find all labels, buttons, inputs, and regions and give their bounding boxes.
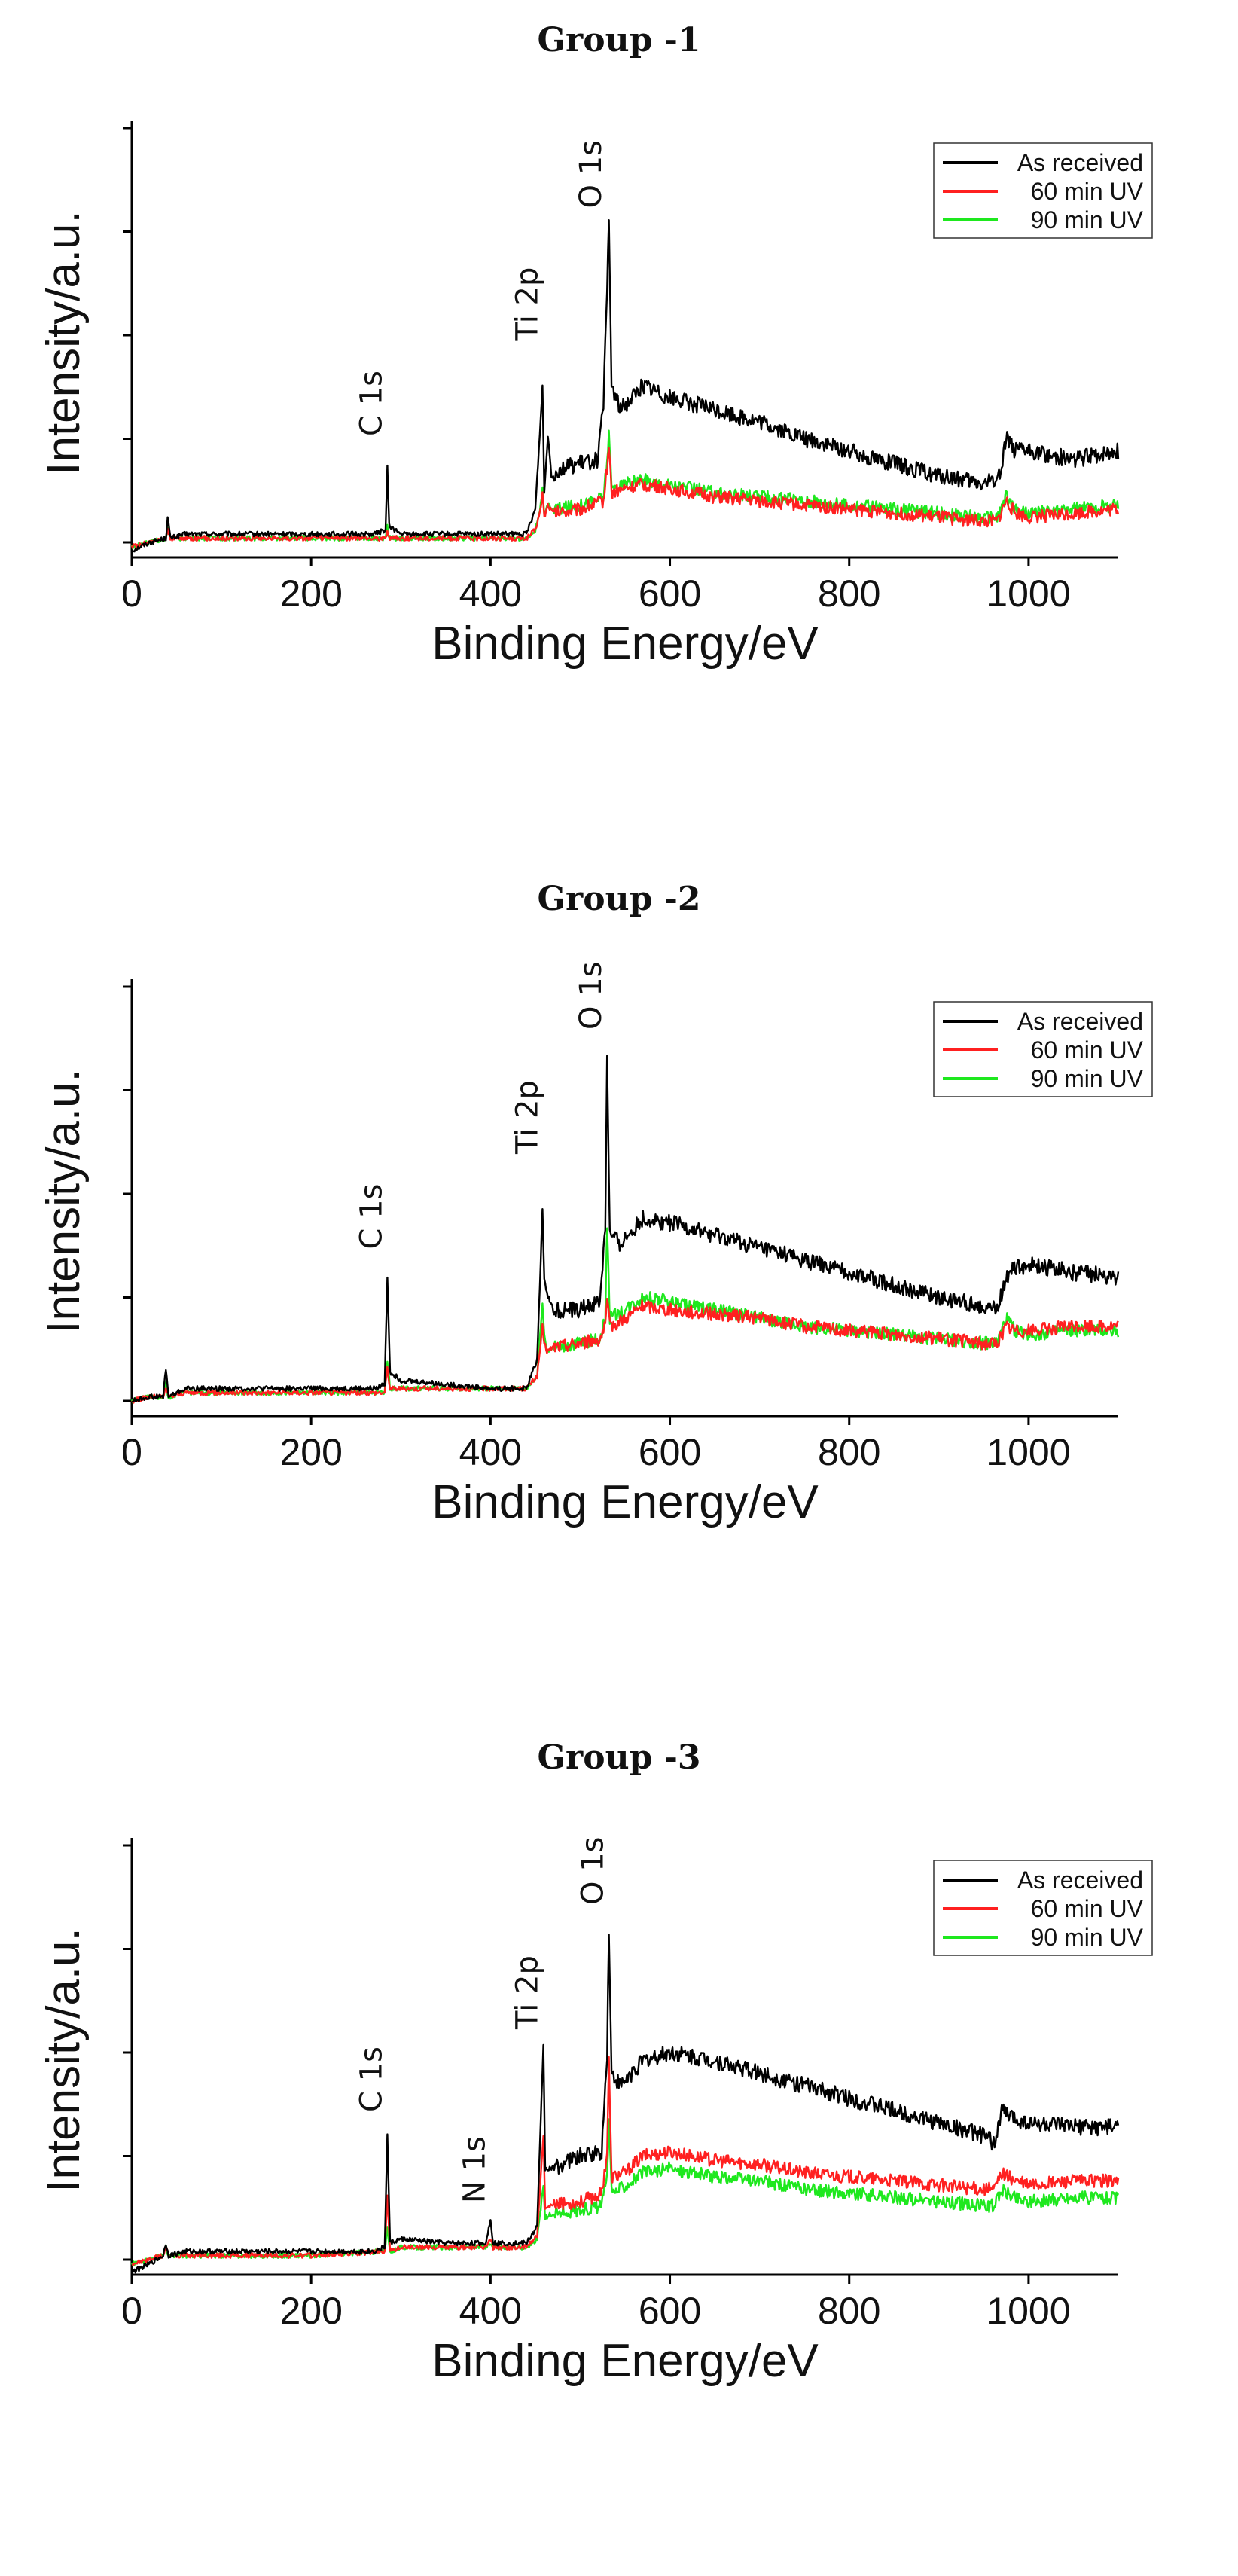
legend-label: As received — [1017, 1866, 1143, 1894]
series-line-as-received — [131, 219, 1120, 553]
legend-label: As received — [1017, 1008, 1143, 1035]
chart-title: Group -3 — [537, 1738, 701, 1777]
series-line-60-min-uv — [131, 1298, 1119, 1404]
x-tick-label: 400 — [459, 2290, 522, 2332]
x-axis-label: Binding Energy/eV — [431, 618, 819, 670]
peak-annotation: O 1s — [576, 1837, 611, 1906]
peak-annotation: Ti 2p — [511, 267, 545, 342]
peak-annotation: O 1s — [574, 140, 608, 209]
x-tick-label: 600 — [639, 1431, 701, 1473]
peak-annotation: C 1s — [354, 371, 389, 436]
series-line-60-min-uv — [131, 2056, 1120, 2266]
chart-panel-group-3: Group -3 0 200 400 600 800 1000 Binding Energy… — [0, 1717, 1238, 2576]
peak-annotation: N 1s — [457, 2136, 492, 2203]
y-axis-label: Intensity/a.u. — [38, 1069, 90, 1334]
x-axis-label: Binding Energy/eV — [431, 2335, 819, 2387]
series-line-60-min-uv — [130, 447, 1120, 549]
x-tick-label: 1000 — [986, 2290, 1070, 2332]
x-tick-label: 0 — [121, 2290, 142, 2332]
x-tick-label: 800 — [818, 1431, 880, 1473]
legend-label: 60 min UV — [1031, 1036, 1144, 1064]
legend-label: 90 min UV — [1031, 206, 1144, 233]
x-tick-label: 800 — [818, 572, 880, 615]
x-tick-label: 0 — [121, 1431, 142, 1473]
peak-annotation: C 1s — [354, 2046, 389, 2112]
xps-spectrum-chart: 0 200 400 600 800 1000 Binding Energy/eV Intens… — [38, 121, 1153, 670]
x-tick-label: 200 — [279, 2290, 342, 2332]
series-line-90-min-uv — [130, 2118, 1120, 2266]
series-line-as-received — [130, 1934, 1120, 2275]
y-axis-label: Intensity/a.u. — [38, 1927, 90, 2193]
xps-spectrum-chart: 0 200 400 600 800 1000 Binding Energy/eV Intens… — [38, 962, 1153, 1528]
x-tick-label: 400 — [459, 572, 522, 615]
series-line-90-min-uv — [130, 429, 1120, 550]
chart-title: Group -1 — [537, 21, 701, 60]
peak-annotation: O 1s — [574, 962, 608, 1030]
chart-panel-group-2: Group -2 0 200 400 600 800 1000 Binding Energy… — [0, 859, 1238, 1717]
legend-label: 90 min UV — [1031, 1924, 1144, 1951]
x-tick-label: 200 — [279, 1431, 342, 1473]
legend-label: As received — [1017, 149, 1143, 176]
xps-spectrum-chart: 0 200 400 600 800 1000 Binding Energy/eV Intens… — [38, 1837, 1153, 2387]
legend-label: 90 min UV — [1031, 1065, 1144, 1092]
x-tick-label: 800 — [818, 2290, 880, 2332]
x-tick-label: 400 — [459, 1431, 522, 1473]
series-line-as-received — [131, 1055, 1120, 1403]
chart-panel-group-1: Group -1 0 200 400 600 800 1000 Binding Energy… — [0, 0, 1238, 859]
x-tick-label: 1000 — [986, 572, 1070, 615]
x-tick-label: 1000 — [986, 1431, 1070, 1473]
peak-annotation: C 1s — [354, 1184, 389, 1250]
legend-label: 60 min UV — [1031, 1895, 1144, 1922]
peak-annotation: Ti 2p — [511, 1080, 545, 1155]
x-tick-label: 200 — [279, 572, 342, 615]
x-tick-label: 600 — [639, 572, 701, 615]
x-axis-label: Binding Energy/eV — [431, 1476, 819, 1528]
peak-annotation: Ti 2p — [511, 1955, 545, 2030]
x-tick-label: 600 — [639, 2290, 701, 2332]
legend-label: 60 min UV — [1031, 178, 1144, 205]
x-tick-label: 0 — [121, 572, 142, 615]
y-axis-label: Intensity/a.u. — [38, 210, 90, 475]
chart-title: Group -2 — [537, 880, 701, 918]
